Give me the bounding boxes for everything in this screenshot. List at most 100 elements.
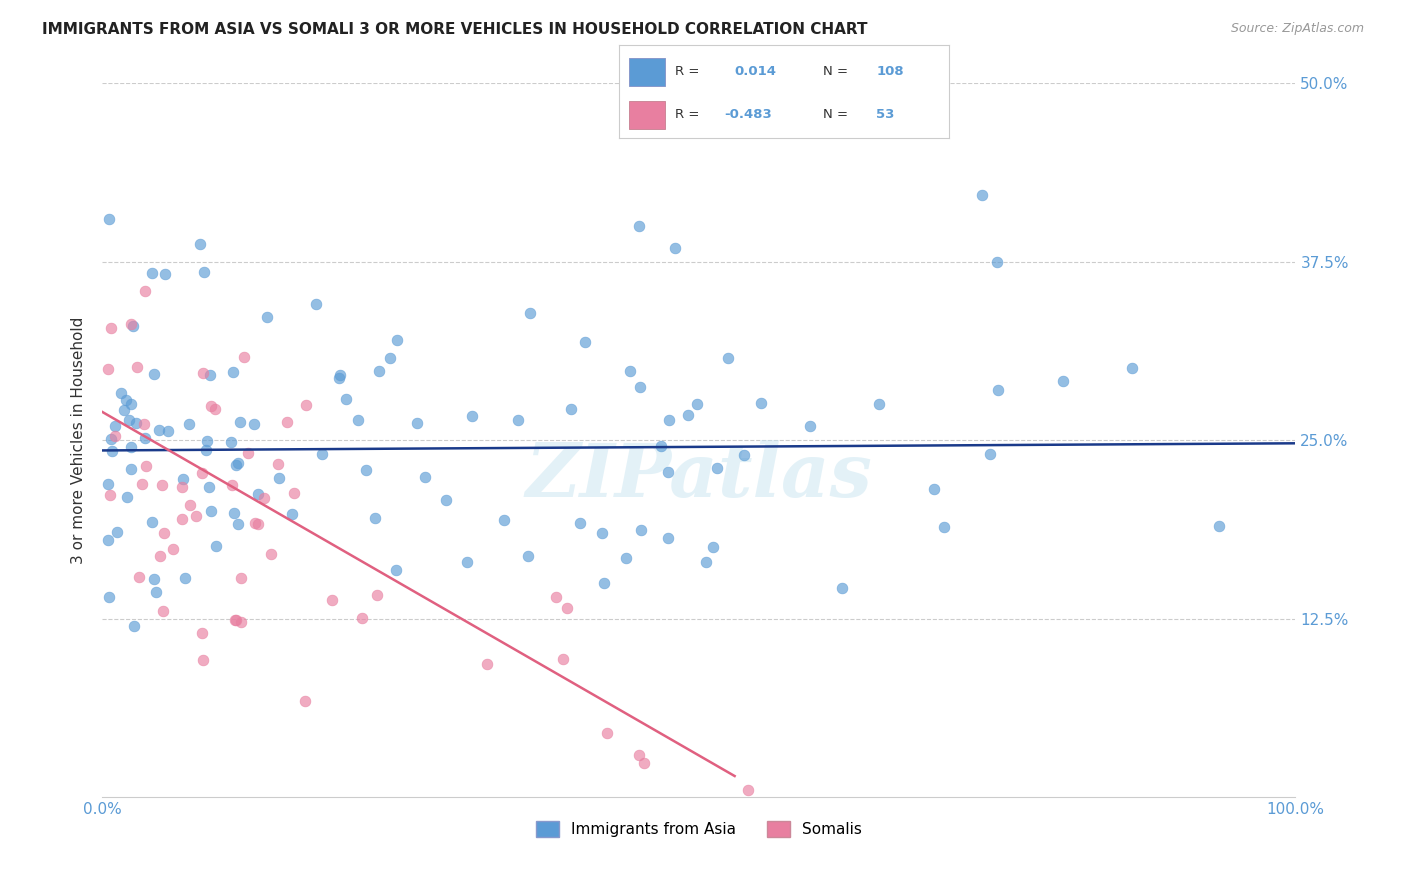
Point bbox=[305, 296, 328, 310]
Point bbox=[477, 657, 499, 671]
Point bbox=[276, 415, 298, 429]
Point bbox=[658, 413, 681, 427]
Point bbox=[253, 491, 276, 505]
Point bbox=[799, 419, 821, 434]
Point bbox=[233, 350, 256, 364]
Point bbox=[628, 379, 651, 393]
Point bbox=[295, 399, 318, 413]
Point bbox=[141, 265, 163, 279]
Point bbox=[104, 419, 127, 434]
Point bbox=[100, 488, 122, 502]
Point bbox=[155, 268, 177, 282]
Point bbox=[569, 516, 592, 531]
Point bbox=[329, 368, 352, 382]
Legend: Immigrants from Asia, Somalis: Immigrants from Asia, Somalis bbox=[530, 815, 868, 843]
Point bbox=[1052, 374, 1074, 388]
Point bbox=[922, 482, 945, 496]
Y-axis label: 3 or more Vehicles in Household: 3 or more Vehicles in Household bbox=[72, 317, 86, 564]
Point bbox=[380, 351, 402, 365]
Point bbox=[121, 396, 143, 410]
Point bbox=[717, 351, 740, 366]
Point bbox=[245, 516, 267, 531]
Point bbox=[413, 470, 436, 484]
Text: R =: R = bbox=[675, 65, 699, 78]
Point bbox=[195, 434, 218, 449]
Point bbox=[354, 463, 377, 477]
Point bbox=[294, 694, 316, 708]
Point bbox=[97, 362, 120, 376]
Text: -0.483: -0.483 bbox=[724, 108, 772, 121]
Point bbox=[149, 549, 172, 563]
Point bbox=[686, 396, 709, 410]
Point bbox=[194, 443, 217, 458]
Text: N =: N = bbox=[824, 65, 848, 78]
Point bbox=[222, 506, 245, 520]
Text: 53: 53 bbox=[876, 108, 894, 121]
Point bbox=[321, 592, 343, 607]
Point bbox=[364, 510, 387, 524]
Point bbox=[517, 549, 540, 563]
Point bbox=[596, 726, 619, 740]
Point bbox=[229, 415, 252, 429]
Point bbox=[200, 368, 222, 382]
Point bbox=[112, 403, 135, 417]
Point bbox=[695, 555, 717, 569]
Point bbox=[434, 493, 457, 508]
Point bbox=[204, 402, 226, 417]
Point bbox=[118, 412, 141, 426]
Point bbox=[831, 581, 853, 595]
Point bbox=[628, 219, 651, 234]
Point bbox=[145, 584, 167, 599]
FancyBboxPatch shape bbox=[628, 101, 665, 129]
Point bbox=[267, 471, 290, 485]
Point bbox=[461, 409, 484, 423]
Point bbox=[236, 446, 259, 460]
Point bbox=[229, 615, 252, 629]
Point bbox=[256, 310, 278, 325]
Point bbox=[246, 517, 269, 532]
Point bbox=[200, 399, 222, 413]
Point bbox=[191, 466, 214, 480]
Point bbox=[519, 306, 541, 320]
Point bbox=[657, 465, 679, 479]
Point bbox=[150, 478, 173, 492]
Point bbox=[115, 490, 138, 504]
Point bbox=[221, 365, 243, 379]
Point bbox=[492, 513, 515, 527]
Point bbox=[128, 570, 150, 584]
Text: Source: ZipAtlas.com: Source: ZipAtlas.com bbox=[1230, 22, 1364, 36]
Point bbox=[281, 507, 304, 521]
Point bbox=[120, 462, 142, 476]
Point bbox=[122, 319, 145, 334]
Point bbox=[225, 614, 247, 628]
Point bbox=[506, 413, 529, 427]
Point bbox=[737, 783, 759, 797]
Point bbox=[619, 364, 641, 378]
Point bbox=[243, 417, 266, 432]
Point bbox=[174, 571, 197, 585]
Point bbox=[224, 613, 246, 627]
Point bbox=[110, 386, 132, 401]
Point bbox=[115, 392, 138, 407]
Point bbox=[100, 321, 122, 335]
Point bbox=[172, 472, 194, 486]
Point bbox=[546, 591, 568, 605]
Point bbox=[134, 417, 156, 431]
Point bbox=[143, 572, 166, 586]
Point bbox=[347, 413, 370, 427]
Point bbox=[868, 397, 890, 411]
Point bbox=[657, 531, 679, 545]
Point bbox=[226, 516, 249, 531]
Point bbox=[120, 317, 142, 331]
Point bbox=[156, 425, 179, 439]
Point bbox=[120, 440, 142, 454]
Point bbox=[311, 448, 333, 462]
Point bbox=[143, 367, 166, 381]
Text: ZIPatlas: ZIPatlas bbox=[526, 440, 872, 512]
Point bbox=[97, 590, 120, 604]
Point bbox=[979, 447, 1001, 461]
Point bbox=[246, 487, 269, 501]
Point bbox=[134, 431, 156, 445]
Point bbox=[614, 551, 637, 566]
Point bbox=[152, 525, 174, 540]
